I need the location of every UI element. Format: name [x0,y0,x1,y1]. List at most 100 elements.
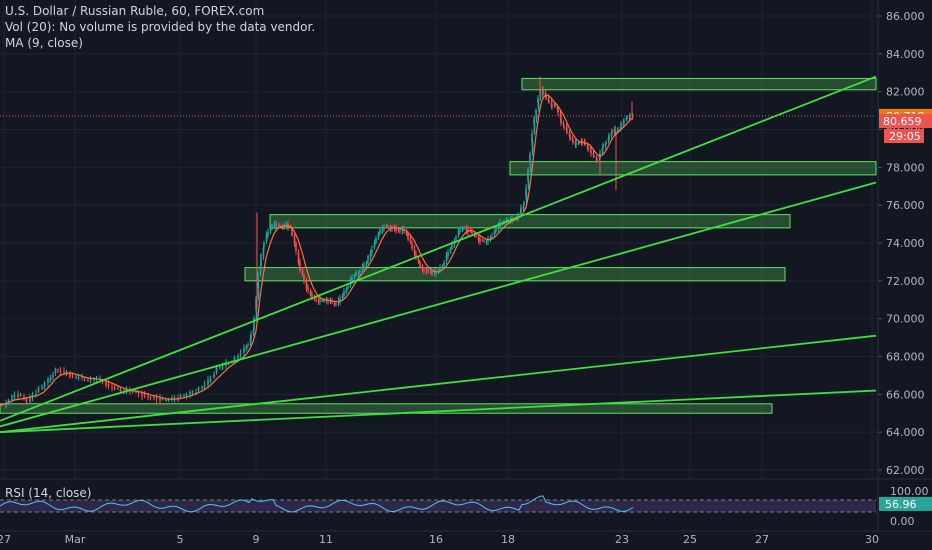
rsi-tick-label: 0.00 [890,515,915,528]
candle-body [275,224,277,227]
candle-body [593,155,595,157]
candle-body [417,258,420,263]
candle-body [375,238,377,243]
candle-body [451,242,453,249]
candle-body [41,385,43,389]
candle-body [531,133,533,143]
candle-body [409,238,412,243]
candle-body [379,229,381,234]
price-tick-label: 70.000 [886,313,925,326]
candle-body [401,229,404,231]
rsi-legend: RSI (14, close) [5,486,92,500]
candle-body [195,392,197,394]
candle-body [425,270,428,272]
candle-body [257,275,259,285]
candle-body [197,387,200,391]
candle-body [578,142,580,144]
candle-body [335,303,337,305]
candle-body [301,268,304,275]
candle-body [273,225,276,227]
candle-body [433,272,436,274]
candle-body [371,249,373,253]
candle-body [131,391,134,393]
candle-body [497,225,500,229]
candle-body [201,386,203,389]
candle-body [237,355,239,359]
candle-body [323,299,325,302]
candle-body [617,129,619,132]
candle-body [389,226,392,228]
candle-body [281,226,284,228]
candle-body [43,382,46,386]
candle-body [443,262,445,266]
candle-body [421,265,424,269]
ma-value-badge [879,114,932,129]
candle-body [545,95,547,99]
time-tick-label: 27 [0,533,11,546]
candle-body [49,378,52,381]
time-tick-label: Mar [65,533,86,546]
candle-body [477,237,480,241]
candle-body [339,298,341,302]
candle-body [267,231,269,236]
candle-body [331,301,333,303]
candle-body [387,225,389,227]
candle-body [165,400,167,402]
ma-value-label: 80.659 [883,115,922,128]
candle-body [363,264,365,268]
trendline [0,334,877,434]
rsi-value-label: 56.96 [885,498,917,511]
time-tick-label: 16 [429,533,443,546]
candle-body [355,271,357,276]
candle-body [542,89,544,95]
candle-body [23,396,25,400]
candle-body [447,252,449,257]
candle-body [533,123,536,134]
candle-body [459,229,461,232]
candle-body [551,104,553,107]
candle-body [209,378,212,382]
candle-body [557,108,559,112]
candle-body [385,225,388,227]
candle-body [431,271,433,274]
candle-body [93,379,95,381]
candle-body [491,236,493,238]
price-tick-label: 86.000 [886,10,925,23]
candle-body [125,389,128,391]
price-tick-label: 84.000 [886,48,925,61]
chart-title: U.S. Dollar / Russian Ruble, 60, FOREX.c… [5,4,265,18]
candle-body [602,144,604,149]
candle-body [207,379,209,385]
candle-body [369,253,372,258]
candle-body [407,233,409,240]
moving-average-line [0,94,633,407]
candle-body [479,239,481,242]
candle-body [271,224,273,228]
rsi-tick-label: 100.00 [890,485,929,498]
candle-body [560,118,562,124]
candle-body [605,142,607,144]
candle-body [253,318,255,331]
candle-body [321,300,324,302]
candle-body [429,271,432,273]
candle-body [75,377,77,379]
candle-body [107,383,110,386]
candle-body [293,235,296,243]
support-resistance-zone [0,403,773,414]
candle-body [5,402,7,406]
price-tick-label: 74.000 [886,237,925,250]
candle-body [367,255,369,262]
trendline [0,389,877,434]
candle-body [221,365,224,367]
candle-body [415,254,417,257]
candle-body [71,375,74,377]
time-tick-label: 11 [319,533,333,546]
candle-body [361,266,364,270]
candle-body [523,201,525,206]
candle-body [522,206,525,209]
candle-body [7,400,10,403]
candle-body [463,227,465,229]
candle-body [393,227,396,229]
candle-body [245,346,248,349]
